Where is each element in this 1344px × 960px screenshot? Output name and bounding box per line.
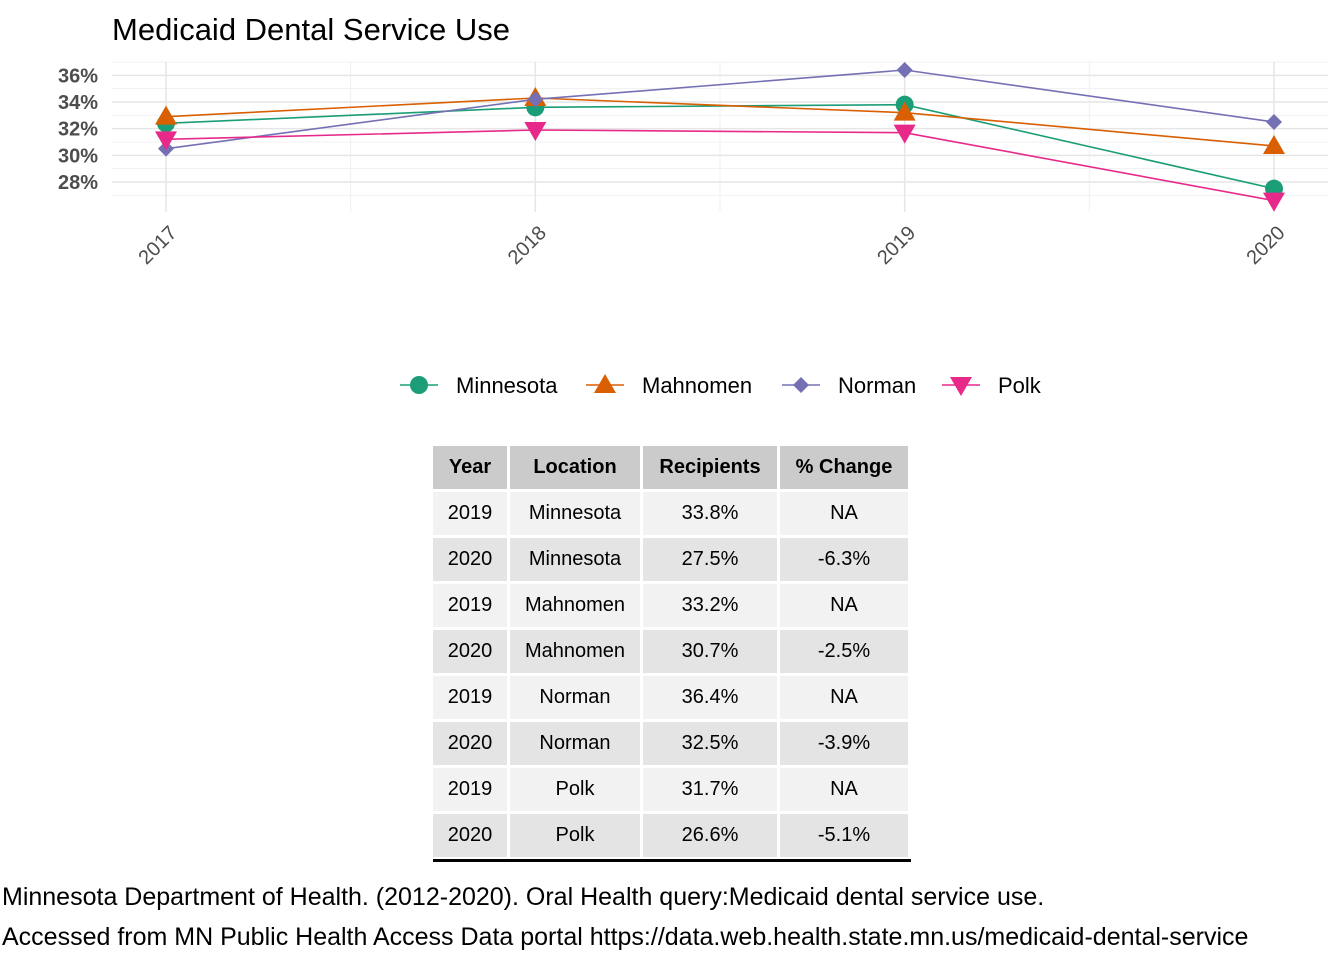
series-line-mahnomen: [165, 97, 1275, 147]
cell-change: NA: [780, 676, 908, 719]
point-mahnomen: [1263, 135, 1285, 154]
cell-year: 2019: [433, 676, 507, 719]
source-citation: Minnesota Department of Health. (2012-20…: [2, 883, 1045, 911]
legend-key-marker: [410, 376, 428, 394]
cell-year: 2020: [433, 814, 507, 857]
point-norman: [1266, 114, 1282, 130]
point-polk: [893, 124, 916, 144]
table-row: 2020 Mahnomen 30.7% -2.5%: [433, 630, 908, 673]
table-row: 2020 Norman 32.5% -3.9%: [433, 722, 908, 765]
y-tick-label: 34%: [58, 92, 98, 114]
table-row: 2020 Polk 26.6% -5.1%: [433, 814, 908, 857]
y-tick-label: 36%: [58, 65, 98, 87]
cell-change: -5.1%: [780, 814, 908, 857]
table-bottom-rule: [433, 859, 911, 862]
series-points: [155, 62, 1285, 212]
cell-change: NA: [780, 492, 908, 535]
cell-recipients: 27.5%: [643, 538, 777, 581]
cell-recipients: 26.6%: [643, 814, 777, 857]
series-line-polk: [165, 129, 1275, 202]
x-tick-label: 2020: [1243, 222, 1290, 269]
chart-title: Medicaid Dental Service Use: [112, 12, 510, 47]
legend-item-minnesota: Minnesota: [400, 373, 558, 398]
cell-recipients: 36.4%: [643, 676, 777, 719]
access-note: Accessed from MN Public Health Access Da…: [2, 923, 1249, 951]
legend-item-mahnomen: Mahnomen: [586, 373, 752, 398]
legend-key-marker: [793, 377, 809, 393]
cell-location: Polk: [510, 814, 640, 857]
legend-label: Norman: [838, 373, 916, 398]
legend-label: Polk: [998, 373, 1042, 398]
legend-key-marker: [594, 374, 616, 393]
cell-recipients: 31.7%: [643, 768, 777, 811]
x-tick-label: 2019: [873, 222, 920, 269]
table-row: 2019 Norman 36.4% NA: [433, 676, 908, 719]
series-line-norman: [165, 69, 1275, 150]
cell-year: 2019: [433, 584, 507, 627]
cell-change: -6.3%: [780, 538, 908, 581]
table-row: 2019 Polk 31.7% NA: [433, 768, 908, 811]
cell-change: -2.5%: [780, 630, 908, 673]
legend-label: Mahnomen: [642, 373, 752, 398]
cell-location: Polk: [510, 768, 640, 811]
cell-location: Norman: [510, 722, 640, 765]
point-mahnomen: [155, 105, 177, 125]
y-tick-label: 32%: [58, 119, 98, 141]
table-row: 2019 Minnesota 33.8% NA: [433, 492, 908, 535]
cell-year: 2020: [433, 630, 507, 673]
line-chart: Medicaid Dental Service Use 28% 30% 32% 34%…: [58, 12, 1328, 398]
y-axis-ticks: 28% 30% 32% 34% 36%: [58, 65, 98, 194]
minor-gridlines: [112, 61, 1328, 212]
cell-recipients: 32.5%: [643, 722, 777, 765]
header-recipients: Recipients: [643, 446, 777, 489]
y-tick-label: 30%: [58, 145, 98, 167]
legend-label: Minnesota: [456, 373, 558, 398]
header-location: Location: [510, 446, 640, 489]
cell-change: NA: [780, 584, 908, 627]
cell-location: Norman: [510, 676, 640, 719]
x-tick-label: 2018: [504, 222, 551, 269]
legend-key-marker: [950, 377, 972, 396]
cell-recipients: 33.2%: [643, 584, 777, 627]
header-year: Year: [433, 446, 507, 489]
cell-recipients: 33.8%: [643, 492, 777, 535]
point-norman: [896, 62, 913, 78]
cell-location: Mahnomen: [510, 584, 640, 627]
table-row: 2019 Mahnomen 33.2% NA: [433, 584, 908, 627]
y-tick-label: 28%: [58, 172, 98, 194]
cell-year: 2019: [433, 492, 507, 535]
point-polk: [155, 131, 177, 151]
cell-year: 2020: [433, 722, 507, 765]
x-axis-ticks: 2017 2018 2019 2020: [135, 222, 1290, 269]
cell-year: 2019: [433, 768, 507, 811]
table-header-row: Year Location Recipients % Change: [433, 446, 908, 489]
series-lines: [165, 69, 1275, 202]
point-polk: [1263, 192, 1285, 212]
legend-item-norman: Norman: [782, 373, 916, 398]
cell-location: Minnesota: [510, 538, 640, 581]
legend-item-polk: Polk: [942, 373, 1042, 398]
point-mahnomen: [893, 101, 916, 121]
legend: Minnesota Mahnomen Norman Polk: [400, 373, 1042, 398]
cell-change: -3.9%: [780, 722, 908, 765]
cell-change: NA: [780, 768, 908, 811]
header-change: % Change: [780, 446, 908, 489]
cell-location: Minnesota: [510, 492, 640, 535]
point-polk: [524, 122, 547, 141]
cell-recipients: 30.7%: [643, 630, 777, 673]
point-norman: [527, 91, 544, 108]
table-row: 2020 Minnesota 27.5% -6.3%: [433, 538, 908, 581]
data-table: Year Location Recipients % Change 2019 Mi…: [433, 446, 908, 857]
cell-year: 2020: [433, 538, 507, 581]
cell-location: Mahnomen: [510, 630, 640, 673]
x-tick-label: 2017: [135, 222, 182, 269]
